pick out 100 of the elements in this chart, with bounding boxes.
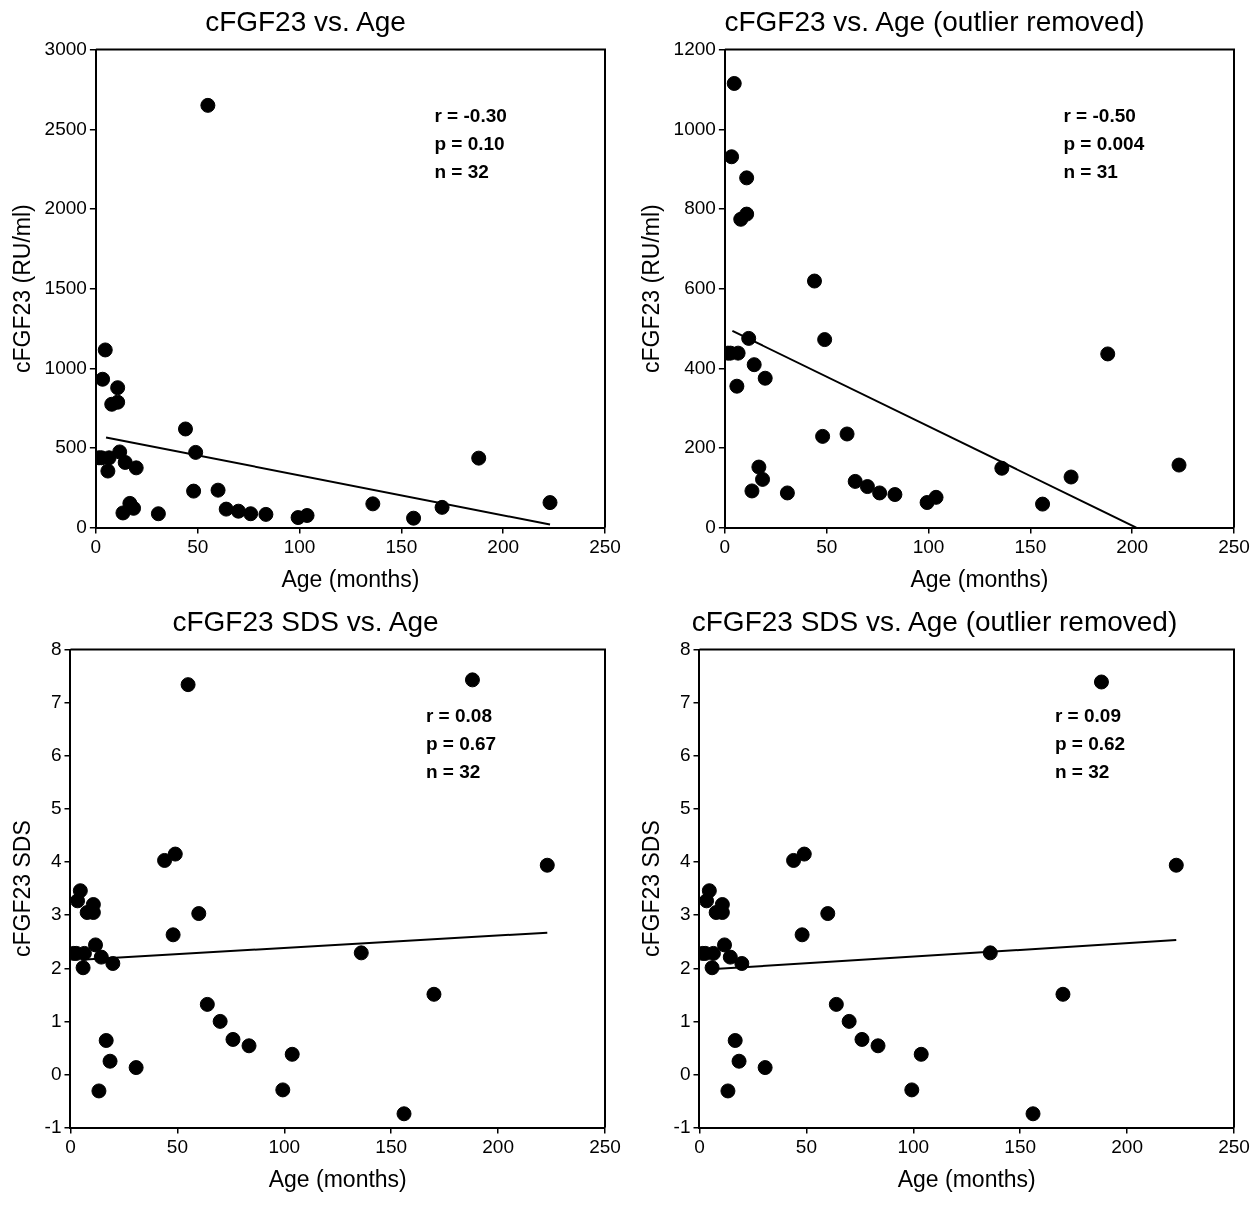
point [815,428,831,444]
point [241,1038,257,1054]
point [191,906,207,922]
point [1025,1106,1041,1122]
x-tick-label: 0 [90,536,102,558]
y-tick-label: 0 [679,1062,691,1084]
x-tick-label: 200 [482,1136,514,1158]
y-tick-label: 1 [679,1009,691,1031]
y-axis-title: cFGF23 (RU/ml) [9,204,36,373]
y-tick-label: 600 [684,276,716,298]
x-tick-label: 250 [589,536,621,558]
point [110,380,126,396]
y-tick-label: 2000 [44,197,87,219]
y-tick-label: 5 [679,797,691,819]
point [426,986,442,1002]
chart-title: cFGF23 SDS vs. Age (outlier removed) [691,605,1178,637]
point [847,473,863,489]
x-tick-label: 100 [912,536,945,558]
y-tick-label: 0 [76,515,87,537]
point [859,479,875,495]
x-tick-label: 150 [1014,536,1047,558]
x-tick-label: 200 [487,536,520,558]
annotation: r = 0.08 [425,704,492,726]
y-tick-label: -1 [673,1115,691,1137]
x-tick-label: 50 [816,536,838,558]
point [796,846,812,862]
point [165,927,181,943]
point [872,485,888,501]
point [365,496,381,512]
point [117,454,133,470]
point [258,506,274,522]
point [95,371,111,387]
x-tick-label: 100 [283,536,316,558]
y-tick-label: 2 [50,956,62,978]
point [704,960,720,976]
annotation: n = 32 [434,160,489,182]
point [779,485,795,501]
point [299,507,315,523]
y-tick-label: 4 [679,850,691,872]
y-tick-label: 1500 [44,276,87,298]
x-tick-label: 250 [1218,536,1250,558]
point [854,1031,870,1047]
point [115,505,131,521]
point [820,906,836,922]
point [88,937,104,953]
point [102,1053,118,1069]
y-tick-label: 500 [55,436,87,458]
annotation: p = 0.004 [1063,132,1145,154]
annotation: p = 0.10 [434,132,505,154]
y-tick-label: 0 [705,515,716,537]
point [839,426,855,442]
x-tick-label: 200 [1111,1136,1143,1158]
point [128,460,144,476]
point [167,846,183,862]
y-tick-label: 4 [50,850,62,872]
annotation: n = 32 [1054,760,1110,782]
y-axis-title: cFGF23 SDS [9,820,36,957]
point [722,949,738,965]
point [396,1106,412,1122]
annotation: n = 32 [425,760,481,782]
point [539,857,555,873]
point [1168,857,1184,873]
point [100,463,116,479]
point [794,927,810,943]
point [817,332,833,348]
y-tick-label: 1200 [673,37,716,59]
x-tick-label: 150 [375,1136,408,1158]
x-tick-label: 150 [1004,1136,1037,1158]
y-tick-label: 1000 [673,117,716,139]
point [406,510,422,526]
point [744,483,760,499]
point [724,149,740,165]
point [91,1083,107,1099]
point [75,960,91,976]
y-tick-label: 6 [679,744,691,766]
point [746,357,762,373]
point [1171,457,1187,473]
point [1100,346,1116,362]
point [542,495,558,511]
point [353,945,369,961]
point [200,97,216,113]
point [434,499,450,515]
point [928,489,944,505]
point [729,378,745,394]
annotation: r = 0.09 [1054,704,1121,726]
point [734,955,750,971]
point [110,394,126,410]
x-tick-label: 150 [385,536,418,558]
point [913,1046,929,1062]
point [741,330,757,346]
chart-title: cFGF23 vs. Age [205,5,406,37]
point [717,937,733,953]
x-axis-title: Age (months) [910,565,1049,592]
point [841,1013,857,1029]
point [828,996,844,1012]
point [982,945,998,961]
point [739,170,755,186]
x-tick-label: 50 [795,1136,817,1158]
point [284,1046,300,1062]
x-tick-label: 100 [268,1136,301,1158]
